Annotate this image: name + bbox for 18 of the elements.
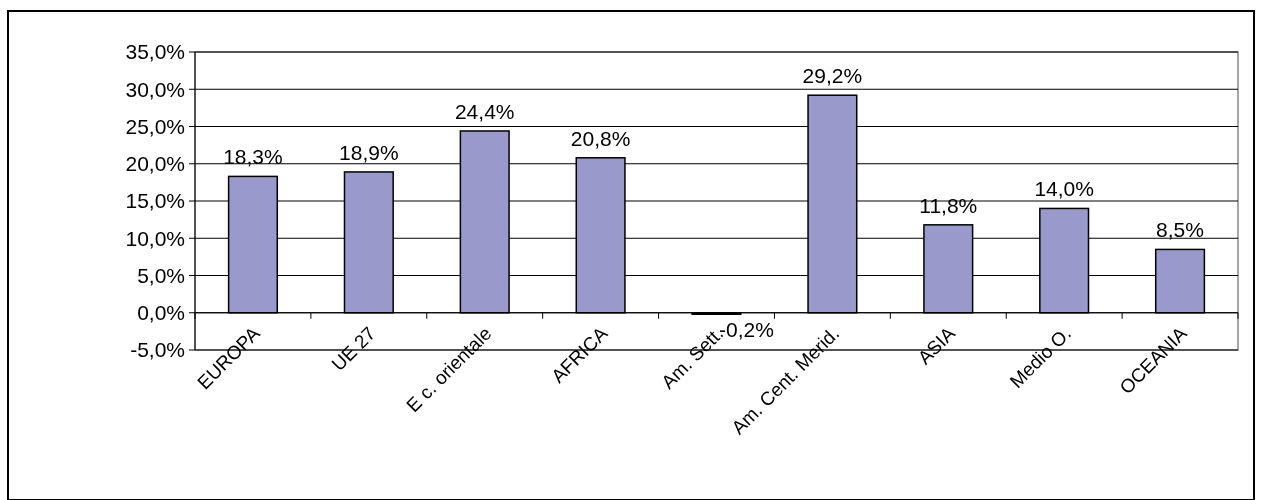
y-tick-label: 0,0% bbox=[137, 301, 185, 325]
data-label: 18,9% bbox=[339, 140, 399, 164]
y-tick-label: 25,0% bbox=[125, 114, 185, 138]
y-tick-label: 20,0% bbox=[125, 152, 185, 176]
y-tick-label: 30,0% bbox=[125, 77, 185, 101]
data-label: 29,2% bbox=[802, 64, 863, 88]
data-label: 24,4% bbox=[454, 99, 515, 123]
data-label: 14,0% bbox=[1034, 177, 1094, 201]
y-tick-label: 10,0% bbox=[125, 226, 185, 250]
data-label: 20,8% bbox=[570, 126, 631, 150]
y-tick-label: 15,0% bbox=[125, 189, 185, 213]
data-label: 8,5% bbox=[1156, 218, 1204, 242]
y-tick-label: -5,0% bbox=[130, 338, 185, 362]
y-tick-label: 5,0% bbox=[137, 263, 185, 287]
data-label: 11,8% bbox=[919, 193, 978, 217]
data-label: 18,3% bbox=[223, 145, 283, 169]
y-tick-label: 35,0% bbox=[125, 40, 185, 64]
x-tick-label: UE 27 bbox=[327, 322, 380, 375]
